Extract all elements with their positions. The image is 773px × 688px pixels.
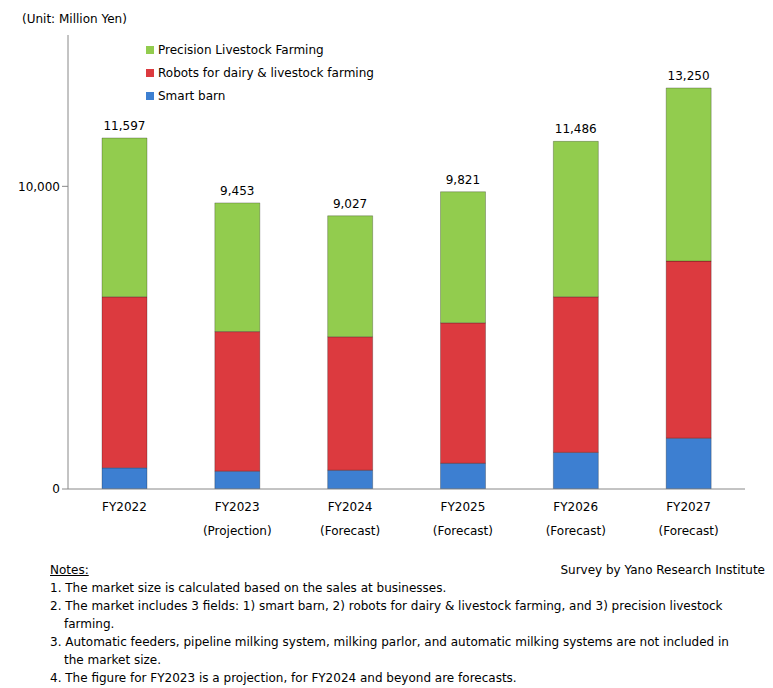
html-text:2. The market includes 3 field: 2. The market includes 3 fields: 1) smar…: [50, 599, 723, 631]
svg-text:9,821: 9,821: [446, 173, 480, 187]
html-text:Notes:: Notes:: [50, 563, 89, 577]
html-text:3. Automatic feeders, pipeline: 3. Automatic feeders, pipeline milking s…: [50, 635, 729, 667]
svg-text:FY2027(Forecast): FY2027(Forecast): [659, 500, 719, 538]
svg-text:11,486: 11,486: [555, 122, 597, 136]
html-text:Survey by Yano Research Instit: Survey by Yano Research Institute: [560, 563, 765, 577]
svg-text:11,597: 11,597: [103, 119, 145, 133]
svg-text:10,000: 10,000: [18, 180, 60, 194]
svg-text:13,250: 13,250: [668, 69, 710, 83]
html-text:1. The market size is calculat: 1. The market size is calculated based o…: [50, 581, 447, 595]
svg-text:9,027: 9,027: [333, 197, 367, 211]
svg-text:FY2025(Forecast): FY2025(Forecast): [433, 500, 493, 538]
svg-text:FY2022: FY2022: [102, 500, 147, 514]
svg-text:FY2026(Forecast): FY2026(Forecast): [546, 500, 606, 538]
html-text:(Unit: Million Yen): (Unit: Million Yen): [22, 12, 127, 26]
svg-text:0: 0: [52, 482, 60, 496]
html-text:Precision Livestock Farming: Precision Livestock Farming: [158, 42, 324, 57]
html-text:4. The figure for FY2023 is a: 4. The figure for FY2023 is a projection…: [50, 671, 517, 685]
svg-text:FY2023(Projection): FY2023(Projection): [203, 500, 272, 538]
svg-text:9,453: 9,453: [220, 184, 254, 198]
html-text:Smart barn: Smart barn: [158, 88, 226, 103]
html-text:Robots for dairy & livestock f: Robots for dairy & livestock farming: [158, 65, 374, 80]
svg-text:FY2024(Forecast): FY2024(Forecast): [320, 500, 380, 538]
